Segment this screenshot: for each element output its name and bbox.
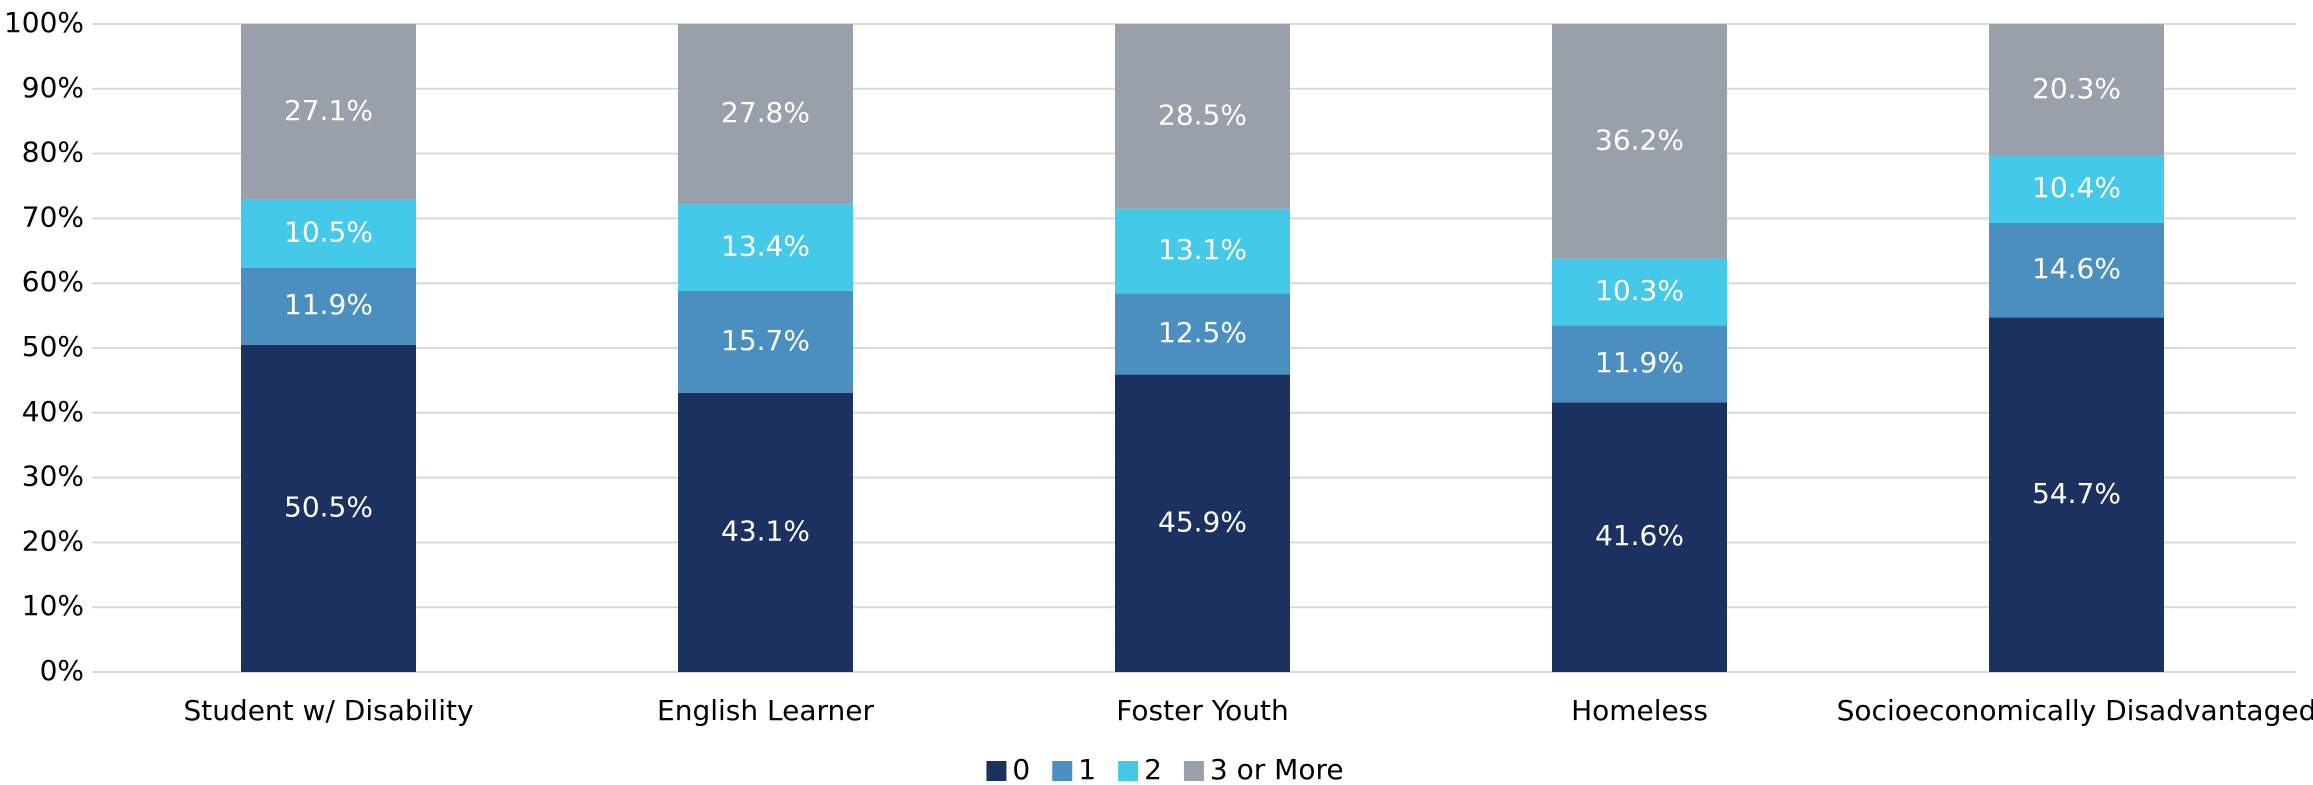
y-tick-label: 0%	[40, 654, 84, 687]
y-tick-label: 60%	[22, 265, 84, 298]
x-tick-label: Homeless	[1571, 694, 1708, 727]
legend-swatch	[1183, 761, 1204, 781]
y-tick-label: 80%	[22, 136, 84, 169]
data-label: 10.4%	[2032, 171, 2121, 204]
bar-segment	[1552, 325, 1727, 403]
legend-label: 3 or More	[1210, 753, 1344, 781]
bar-segment	[678, 24, 853, 205]
bar-segment	[241, 24, 416, 200]
data-label: 27.1%	[284, 94, 373, 127]
data-label: 11.9%	[284, 288, 373, 321]
y-tick-label: 40%	[22, 395, 84, 428]
bar-segment	[241, 199, 416, 268]
data-label: 13.4%	[721, 230, 810, 263]
y-tick-label: 90%	[22, 71, 84, 104]
bar-segment	[241, 267, 416, 345]
bar-segment	[678, 392, 853, 672]
data-label: 10.3%	[1595, 274, 1684, 307]
data-label: 15.7%	[721, 324, 810, 357]
y-tick-label: 20%	[22, 524, 84, 557]
bar-segment	[241, 344, 416, 672]
y-tick-label: 70%	[22, 200, 84, 233]
y-tick-label: 10%	[22, 589, 84, 622]
y-tick-label: 50%	[22, 330, 84, 363]
data-label: 54.7%	[2032, 477, 2121, 510]
y-tick-label: 30%	[22, 460, 84, 493]
data-label: 13.1%	[1158, 233, 1247, 266]
bar-segment	[1552, 258, 1727, 326]
data-label: 28.5%	[1158, 98, 1247, 131]
bar-segment	[1115, 374, 1290, 672]
data-label: 43.1%	[721, 514, 810, 547]
x-tick-label: Foster Youth	[1116, 694, 1288, 727]
bar-segment	[1115, 208, 1290, 294]
legend-label: 0	[1012, 753, 1030, 781]
bar-segment	[1115, 293, 1290, 375]
data-label: 12.5%	[1158, 316, 1247, 349]
bar-segment	[1115, 24, 1290, 209]
bar-segment	[678, 290, 853, 393]
x-tick-label: English Learner	[657, 694, 874, 727]
data-label: 50.5%	[284, 490, 373, 523]
data-label: 27.8%	[721, 96, 810, 129]
bar-segment	[1552, 402, 1727, 672]
data-label: 41.6%	[1595, 519, 1684, 552]
data-label: 14.6%	[2032, 252, 2121, 285]
x-tick-label: Socioeconomically Disadvantaged	[1837, 694, 2313, 727]
data-label: 45.9%	[1158, 505, 1247, 538]
legend-swatch	[1052, 761, 1073, 781]
legend-swatch	[1118, 761, 1139, 781]
legend-label: 1	[1078, 753, 1096, 781]
bar-segment	[1989, 317, 2164, 672]
data-label: 11.9%	[1595, 346, 1684, 379]
bar-segment	[1989, 222, 2164, 318]
bar-segment	[678, 204, 853, 291]
x-tick-label: Student w/ Disability	[183, 694, 473, 727]
data-label: 10.5%	[284, 216, 373, 249]
legend-swatch	[986, 761, 1007, 781]
bar-segment	[1552, 24, 1727, 259]
data-label: 36.2%	[1595, 123, 1684, 156]
y-tick-label: 100%	[4, 6, 84, 39]
data-label: 20.3%	[2032, 72, 2121, 105]
bar-segment	[1989, 155, 2164, 223]
legend-label: 2	[1144, 753, 1162, 781]
bar-segment	[1989, 24, 2164, 156]
